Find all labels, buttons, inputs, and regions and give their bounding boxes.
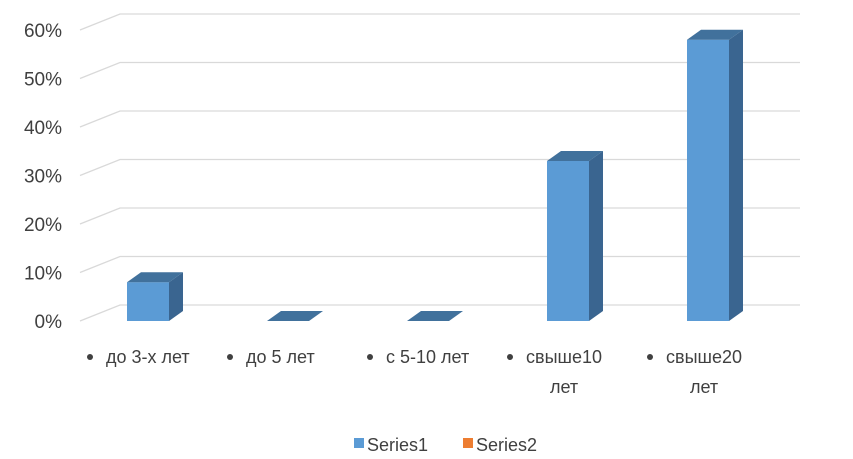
y-tick-label: 30% (24, 167, 62, 188)
x-category-label: с 5-10 лет (367, 347, 469, 367)
y-tick-label: 0% (35, 312, 63, 333)
x-axis-category-labels: до 3-х лет до 5 лет с 5-10 лет свыше10летсв… (87, 347, 742, 397)
bar-series1 (687, 29, 743, 321)
gridline (79, 110, 800, 128)
x-category-label: до 3-х лет (87, 347, 190, 367)
bars (127, 29, 743, 321)
legend-swatch-series1 (354, 438, 364, 448)
x-category-text: свыше10 (526, 347, 602, 367)
bullet-icon (87, 354, 93, 360)
legend-swatch-series2 (463, 438, 473, 448)
x-category-text: лет (550, 377, 578, 397)
x-category-text: лет (690, 377, 718, 397)
bar-top-face (127, 272, 183, 283)
bullet-icon (227, 354, 233, 360)
bar-front-face (687, 39, 729, 321)
y-tick-label: 10% (24, 264, 62, 285)
bullet-icon (367, 354, 373, 360)
y-tick-label: 40% (24, 118, 62, 139)
bar-top-face (547, 150, 603, 161)
x-category-label: до 5 лет (227, 347, 315, 367)
gridline (79, 13, 800, 31)
x-category-text: с 5-10 лет (386, 347, 469, 367)
legend: Series1 Series2 (354, 435, 537, 455)
bar-series1 (547, 150, 603, 321)
gridlines (79, 13, 800, 322)
y-tick-label: 20% (24, 215, 62, 236)
y-tick-label: 50% (24, 70, 62, 91)
bullet-icon (647, 354, 653, 360)
legend-label-series2: Series2 (476, 435, 537, 455)
bar-top-face (267, 311, 323, 321)
x-category-label: свыше10 лет (507, 347, 602, 397)
x-category-label: свыше20 лет (647, 347, 742, 397)
gridline (79, 61, 800, 80)
bar-series1 (267, 311, 323, 321)
bullet-icon (507, 354, 513, 360)
bar-front-face (547, 160, 589, 321)
bar-side-face (589, 150, 603, 321)
bar-front-face (127, 282, 169, 321)
bar-top-face (687, 29, 743, 40)
bar-top-face (407, 311, 463, 321)
bar-side-face (729, 29, 743, 321)
y-tick-label: 60% (24, 21, 62, 42)
bar-series1 (407, 311, 463, 321)
bar-side-face (169, 272, 183, 321)
legend-label-series1: Series1 (367, 435, 428, 455)
x-category-text: до 5 лет (246, 347, 315, 367)
bar-series1 (127, 272, 183, 321)
x-category-text: до 3-х лет (106, 347, 190, 367)
x-category-text: свыше20 (666, 347, 742, 367)
y-axis-tick-labels: 0% 10% 20% 30% 40% 50% 60% (24, 21, 62, 333)
